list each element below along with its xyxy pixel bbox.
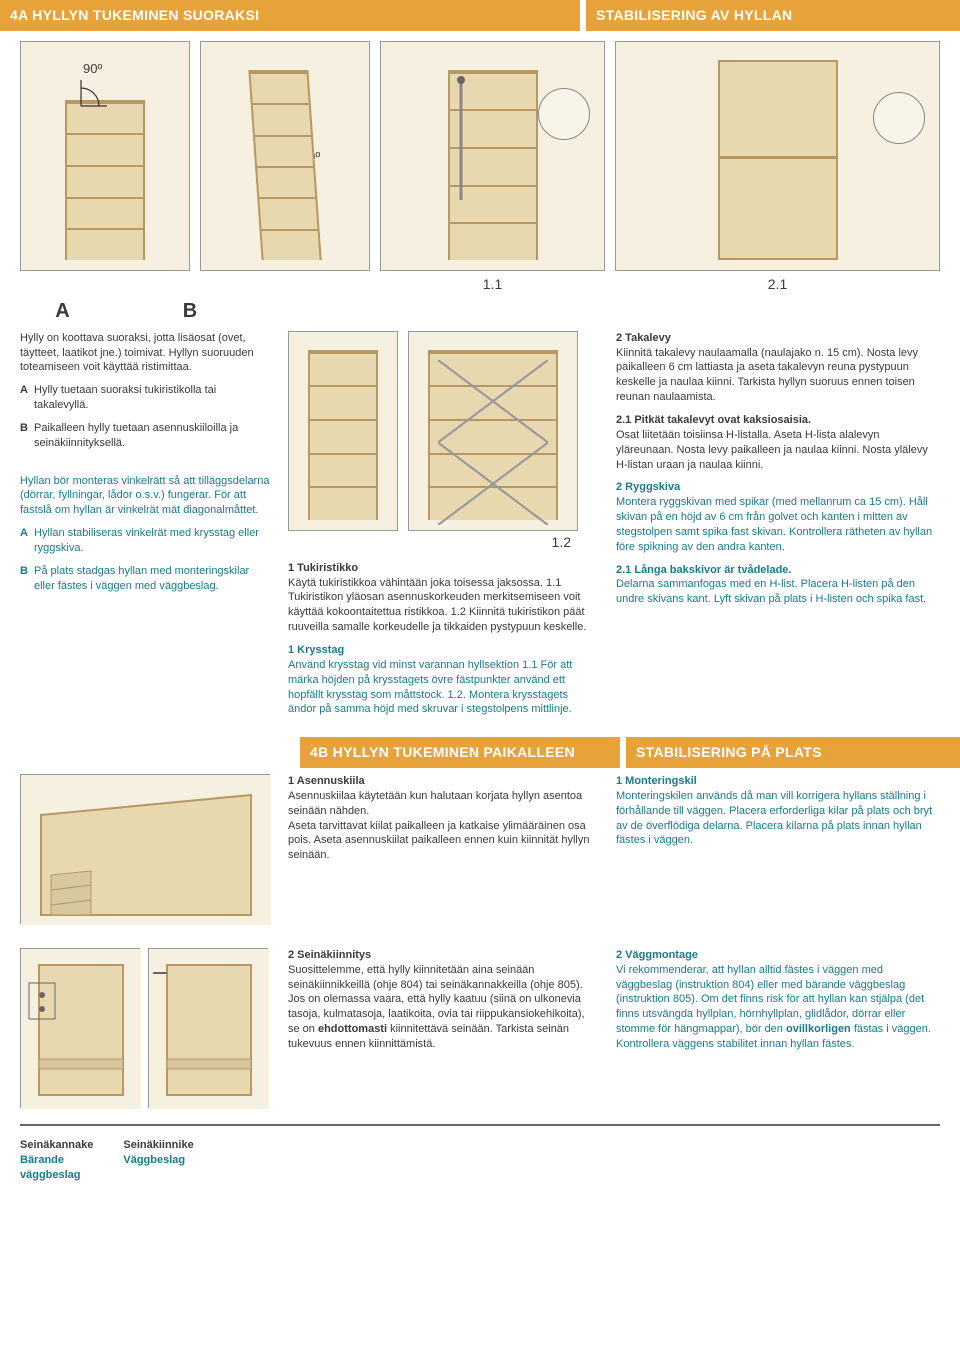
illus-2-1 (615, 41, 940, 271)
header-left: 4A HYLLYN TUKEMINEN SUORAKSI (0, 0, 580, 31)
col1-sv-b: På plats stadgas hyllan med monteringski… (34, 564, 266, 594)
col1-fi-a: Hylly tuetaan suoraksi tukiristikolla ta… (34, 383, 266, 413)
content-4a: Hylly on koottava suoraksi, jotta lisäos… (0, 325, 960, 737)
header-right: STABILISERING AV HYLLAN (586, 0, 960, 31)
col3: 2 Takalevy Kiinnitä takalevy naulaamalla … (616, 331, 940, 725)
sec2-fi-p1: Asennuskiilaa käytetään kun halutaan kor… (288, 790, 589, 861)
top-illustrations: 90º 90º (0, 31, 960, 298)
angle-a: 90º (83, 60, 102, 78)
col2-fi-h1: 1 Tukiristikko (288, 562, 358, 574)
shelf-tilted-icon (248, 70, 321, 260)
footer-g1-sv2: väggbeslag (20, 1168, 93, 1183)
wall-bracket-icon (21, 949, 141, 1109)
content-4b-1: 1 Asennuskiila Asennuskiilaa käytetään ku… (0, 768, 960, 942)
col2: 1.2 1 Tukiristikko Käytä tukiristikkoa vä… (288, 331, 598, 725)
illus-wedge-col (20, 774, 270, 930)
col3-fi-p1: Kiinnitä takalevy naulaamalla (naulajako… (616, 347, 918, 404)
shelf-cross-icon (428, 350, 558, 520)
content-4b-2: 2 Seinäkiinnitys Suosittelemme, että hyl… (0, 942, 960, 1120)
illus-a: 90º (20, 41, 190, 271)
sec3-fi-p1b: ehdottomasti (318, 1023, 387, 1035)
footer-g2-fi: Seinäkiinnike (123, 1138, 193, 1153)
col1-sv-a-label: A (20, 526, 34, 541)
header2-right: STABILISERING PÅ PLATS (626, 737, 960, 768)
illus-wall-fitting (148, 948, 268, 1108)
sec2-fi-h1: 1 Asennuskiila (288, 775, 365, 787)
ab-labels: A B (0, 298, 960, 325)
caption-1-1: 1.1 (380, 275, 605, 294)
footer-g1-sv1: Bärande (20, 1153, 93, 1168)
col1-fi-p1: Hylly on koottava suoraksi, jotta lisäos… (20, 331, 270, 376)
col3-fi-h2: 2.1 Pitkät takalevyt ovat kaksiosaisia. (616, 414, 811, 426)
sec3-col3: 2 Väggmontage Vi rekommenderar, att hyll… (616, 948, 940, 1108)
footer-group-2: Seinäkiinnike Väggbeslag (123, 1138, 193, 1183)
illus-wall-bracket (20, 948, 140, 1108)
illus-wall-col (20, 948, 270, 1108)
header-4a: 4A HYLLYN TUKEMINEN SUORAKSI STABILISERI… (0, 0, 960, 31)
col2-sv-p1: Använd krysstag vid minst varannan hylls… (288, 659, 572, 716)
illus-b: 90º (200, 41, 370, 271)
page: 4A HYLLYN TUKEMINEN SUORAKSI STABILISERI… (0, 0, 960, 1198)
col3-fi-p2: Osat liitetään toisiinsa H-listalla. Ase… (616, 429, 928, 471)
col1-sv-a: Hyllan stabiliseras vinkelrät med krysst… (34, 526, 266, 556)
angle-arc-icon (79, 78, 109, 108)
detail-circle-icon (538, 88, 590, 140)
wall-fitting-icon (149, 949, 269, 1109)
illus-1-1 (380, 41, 605, 271)
col3-sv-p2: Delarna sammanfogas med en H-list. Place… (616, 578, 926, 605)
sec2-sv-h1: 1 Monteringskil (616, 775, 697, 787)
sec2-sv-p1: Monteringskilen används då man vill korr… (616, 790, 932, 847)
wedge-icon (21, 775, 271, 925)
caption-1-2: 1.2 (552, 533, 571, 552)
col1-fi-b: Paikalleen hylly tuetaan asennuskiiloill… (34, 421, 266, 451)
illus-wedge (20, 774, 270, 924)
col2-fi-p1: Käytä tukiristikkoa vähintään joka toise… (288, 577, 586, 634)
col2-sv-h1: 1 Krysstag (288, 644, 344, 656)
label-b: B (105, 298, 275, 325)
col3-sv-h2: 2.1 Långa bakskivor är tvådelade. (616, 564, 791, 576)
col1-fi-a-label: A (20, 383, 34, 398)
col1-fi-b-label: B (20, 421, 34, 436)
shelf-icon (65, 100, 145, 260)
footer-g2-sv: Väggbeslag (123, 1153, 193, 1168)
sec2-col2: 1 Asennuskiila Asennuskiilaa käytetään ku… (288, 774, 598, 930)
illus-1-2-left (288, 331, 398, 531)
header-4b: 4B HYLLYN TUKEMINEN PAIKALLEEN STABILISE… (300, 737, 960, 768)
footer-g1-fi: Seinäkannake (20, 1138, 93, 1153)
footer-labels: Seinäkannake Bärande väggbeslag Seinäkii… (0, 1130, 960, 1199)
col1: Hylly on koottava suoraksi, jotta lisäos… (20, 331, 270, 725)
sec3-col2: 2 Seinäkiinnitys Suosittelemme, että hyl… (288, 948, 598, 1108)
backpanel-icon (718, 60, 838, 260)
sec3-fi-h1: 2 Seinäkiinnitys (288, 949, 371, 961)
col1-sv-p1: Hyllan bör monteras vinkelrätt så att ti… (20, 474, 270, 519)
sec3-sv-h1: 2 Väggmontage (616, 949, 698, 961)
illus-1-2-right: 1.2 (408, 331, 578, 531)
detail-circle-icon (873, 92, 925, 144)
brace-folded-icon (451, 70, 541, 250)
label-a: A (20, 298, 105, 325)
shelf-icon (308, 350, 378, 520)
sec3-sv-p1b: ovillkorligen (786, 1023, 851, 1035)
col1-sv-b-label: B (20, 564, 34, 579)
footer-group-1: Seinäkannake Bärande väggbeslag (20, 1138, 93, 1183)
col3-sv-h1: 2 Ryggskiva (616, 481, 680, 493)
header2-left: 4B HYLLYN TUKEMINEN PAIKALLEEN (300, 737, 620, 768)
col3-sv-p1: Montera ryggskivan med spikar (med mella… (616, 496, 932, 553)
sec2-col3: 1 Monteringskil Monteringskilen används d… (616, 774, 940, 930)
divider (20, 1124, 940, 1126)
col3-fi-h1: 2 Takalevy (616, 332, 671, 344)
caption-2-1: 2.1 (615, 275, 940, 294)
